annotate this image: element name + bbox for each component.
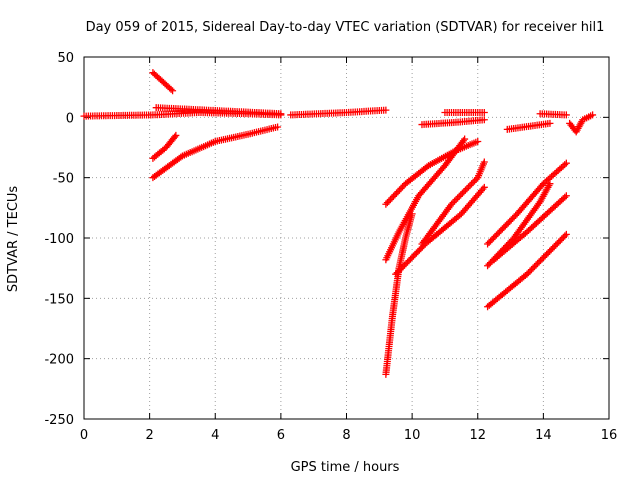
data-point-markers (418, 116, 488, 129)
y-tick-label: -200 (44, 353, 74, 368)
data-point-markers (441, 109, 488, 117)
data-track (566, 111, 597, 136)
data-point-markers (149, 131, 180, 162)
data-track (490, 192, 570, 264)
data-point-markers (152, 104, 285, 118)
data-track (149, 131, 180, 162)
chart-title: Day 059 of 2015, Sidereal Day-to-day VTE… (86, 20, 605, 35)
x-tick-label: 4 (211, 428, 219, 443)
data-point-markers (287, 106, 390, 119)
y-axis-label: SDTVAR / TECUs (6, 186, 21, 293)
x-axis-label: GPS time / hours (291, 460, 400, 475)
x-tick-label: 6 (277, 428, 285, 443)
data-point-markers (418, 158, 488, 248)
data-track (382, 137, 482, 208)
y-tick-label: -150 (44, 292, 74, 307)
data-point-markers (566, 111, 597, 136)
data-point-markers (382, 210, 416, 378)
data-point-markers (536, 110, 570, 119)
data-point-markers (149, 69, 177, 95)
x-tick-label: 8 (342, 428, 350, 443)
data-point-markers (149, 123, 282, 182)
y-axis: -250 -200 -150 -100 -50 0 50 (44, 51, 609, 428)
x-tick-label: 14 (535, 428, 552, 443)
y-tick-label: -100 (44, 232, 74, 247)
data-track (152, 104, 285, 118)
data-point-markers (382, 137, 482, 208)
y-tick-label: -250 (44, 413, 74, 428)
data-track (287, 106, 390, 119)
data-point-markers (484, 159, 570, 248)
data-track (536, 110, 570, 119)
data-point-markers (490, 192, 570, 264)
grid-lines (84, 57, 609, 419)
data-track (149, 69, 177, 95)
data-track (418, 158, 488, 248)
y-tick-label: -50 (53, 172, 74, 187)
x-tick-label: 10 (404, 428, 421, 443)
y-tick-label: 50 (57, 51, 74, 66)
data-track (418, 116, 488, 129)
data-track (484, 230, 570, 311)
x-tick-label: 0 (80, 428, 88, 443)
y-tick-label: 0 (66, 111, 74, 126)
data-track (441, 109, 488, 117)
data-track (382, 210, 416, 378)
data-markers (80, 69, 597, 378)
x-tick-label: 2 (145, 428, 153, 443)
data-track (149, 123, 282, 182)
data-track (484, 159, 570, 248)
data-point-markers (484, 230, 570, 311)
data-point-markers (503, 119, 554, 133)
x-tick-label: 12 (469, 428, 486, 443)
x-axis: 0 2 4 6 8 10 12 14 16 (80, 57, 617, 443)
x-tick-label: 16 (601, 428, 618, 443)
data-track (503, 119, 554, 133)
